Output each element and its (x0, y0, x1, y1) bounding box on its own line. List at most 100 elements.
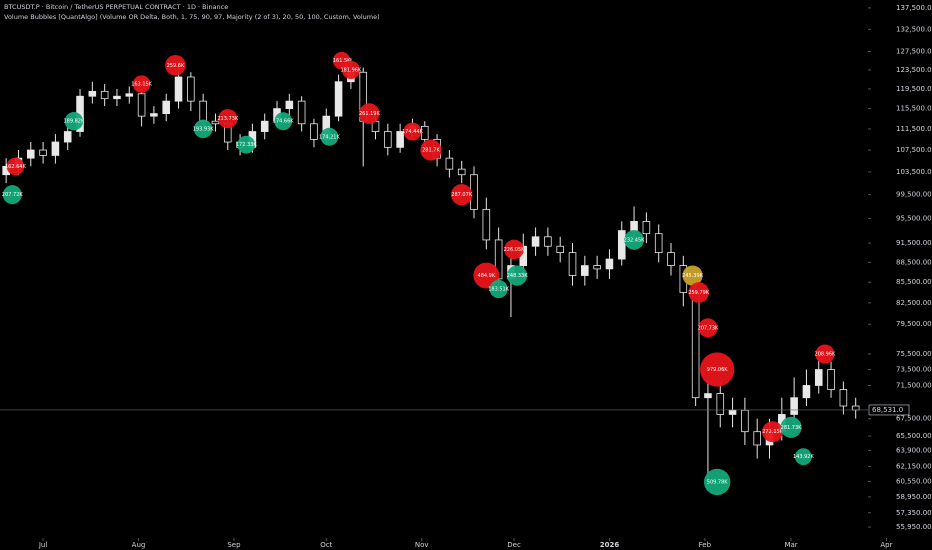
bubble-label: 174.44K (402, 129, 423, 135)
x-tick-label: Sep (227, 541, 241, 549)
candle-body (63, 131, 72, 143)
y-tick-label: 119,500.00 (896, 85, 932, 93)
bubble-label: 143.92K (793, 454, 814, 460)
volume-bubble (473, 262, 500, 289)
volume-bubble (403, 122, 422, 141)
candle-body (39, 149, 47, 156)
x-tick-label: Nov (415, 541, 429, 549)
x-tick-label: Dec (507, 541, 521, 549)
bubble-label: 232.45K (624, 237, 645, 243)
bubble-label: 281.7K (422, 148, 440, 154)
candle-body (802, 385, 811, 399)
bubble-label: 172.33K (236, 142, 257, 148)
volume-bubble (420, 139, 442, 161)
candle-body (531, 236, 540, 247)
candle-body (285, 100, 294, 109)
candle-body (88, 90, 97, 97)
bubble-label: 245.39K (682, 273, 703, 279)
y-tick-label: 65,500.00 (896, 432, 932, 440)
bubble-label: 183.51K (488, 287, 509, 293)
y-tick-label: 85,500.00 (896, 278, 932, 286)
candle-body (211, 120, 220, 125)
x-tick-label: Apr (880, 541, 892, 549)
candle-body (445, 157, 454, 170)
volume-bubble (132, 75, 151, 93)
volume-bubble (6, 157, 25, 176)
volume-bubble (193, 119, 213, 139)
candle-body (396, 131, 404, 148)
volume-bubble (780, 416, 802, 438)
y-tick-label: 91,500.00 (896, 239, 932, 247)
candle-body (137, 93, 146, 117)
volume-bubble (237, 135, 256, 154)
candle-body (162, 100, 170, 115)
candle-body (617, 230, 626, 260)
candle-body (704, 393, 712, 399)
volume-bubble (2, 185, 22, 205)
volume-bubble (489, 279, 508, 299)
bubble-label: 174.66K (273, 119, 294, 125)
candle-body (581, 265, 589, 276)
volume-bubble (341, 60, 360, 80)
bubble-label: 259.79K (688, 290, 709, 296)
candle-body (851, 405, 860, 411)
candle-body (691, 292, 700, 399)
candle-body (814, 369, 823, 386)
bubble-label: 287.07K (451, 192, 472, 198)
candle-body (556, 245, 564, 254)
y-tick-label: 62,150.00 (896, 462, 932, 470)
candle-body (839, 389, 848, 407)
candle-body (334, 81, 343, 117)
candle-body (667, 252, 675, 266)
candle-body (457, 168, 466, 176)
y-tick-label: 115,500.00 (896, 105, 932, 113)
x-tick-label: Mar (784, 541, 797, 549)
volume-bubble (64, 111, 84, 131)
last-price-box (868, 404, 910, 416)
candle-body (790, 397, 798, 415)
volume-bubble (794, 448, 812, 466)
chart-title: BTCUSDT.P · Bitcoin / TetherUS PERPETUAL… (4, 3, 228, 11)
y-tick-label: 57,350.00 (896, 509, 932, 517)
bubble-label: 163.15K (131, 82, 152, 88)
candle-body (728, 409, 737, 415)
y-tick-label: 79,500.00 (896, 320, 932, 328)
y-tick-label: 127,500.00 (896, 48, 932, 56)
candle-body (420, 125, 429, 140)
volume-bubble (698, 318, 718, 338)
x-tick-label: Feb (699, 541, 712, 549)
y-tick-label: 103,500.00 (896, 168, 932, 176)
candle-body (310, 123, 318, 140)
y-tick-label: 82,500.00 (896, 299, 932, 307)
y-tick-label: 111,500.00 (896, 125, 932, 133)
candle-body (568, 252, 577, 276)
y-tick-label: 107,500.00 (896, 146, 932, 154)
candle-body (827, 369, 835, 390)
volume-bubble (762, 421, 784, 443)
y-tick-label: 73,500.00 (896, 366, 932, 374)
bubble-label: 207.73K (698, 325, 719, 331)
plot-area: 207.72K 162.64K 189.82K 163.15K 259.6K 193.93… (0, 51, 868, 496)
volume-bubble (506, 265, 528, 286)
volume-bubble (451, 184, 473, 206)
bubble-label: 484.9K (478, 273, 496, 279)
volume-bubble (165, 54, 186, 76)
volume-bubble (624, 230, 644, 250)
volume-bubble (682, 265, 703, 286)
bubble-label: 509.78K (707, 479, 728, 485)
bubble-label: 979.06K (707, 367, 728, 373)
volume-bubble (218, 109, 238, 129)
x-tick-label: Oct (320, 541, 332, 549)
y-tick-label: 99,500.00 (896, 191, 932, 199)
bubble-label: 189.82K (63, 119, 84, 125)
candle-body (544, 236, 552, 247)
bubble-label: 272.15K (762, 429, 783, 435)
bubble-label: 162.64K (5, 164, 26, 170)
x-tick-label: Aug (132, 541, 146, 549)
candle-body (51, 141, 60, 156)
candle-body (125, 93, 134, 97)
candle-body (482, 208, 491, 241)
